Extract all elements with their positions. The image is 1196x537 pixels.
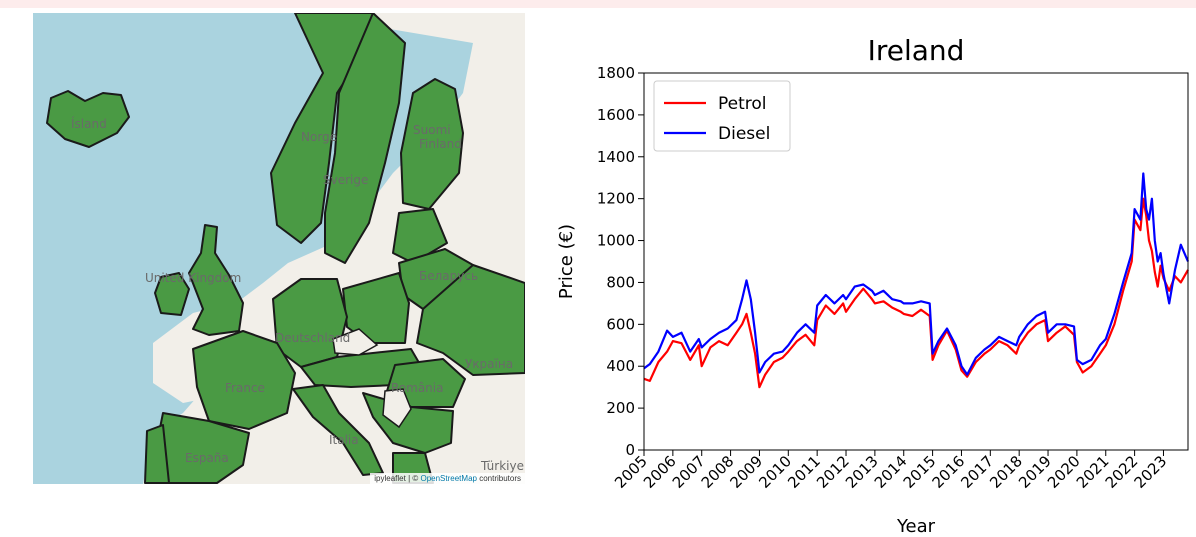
legend-label-petrol: Petrol	[718, 94, 767, 114]
x-tick-label-0: 2005	[611, 452, 651, 492]
x-tick-label-7: 2012	[813, 452, 853, 492]
x-tick-label-8: 2013	[842, 452, 882, 492]
chart-title: Ireland	[868, 34, 965, 67]
y-tick-label-6: 1200	[597, 190, 635, 208]
x-tick-label-17: 2022	[1102, 452, 1142, 492]
x-tick-label-18: 2023	[1131, 452, 1171, 492]
country-portugal	[144, 424, 170, 484]
x-tick-label-4: 2009	[727, 452, 767, 492]
country-poland	[342, 272, 410, 344]
x-tick-label-5: 2010	[755, 452, 795, 492]
country-ireland	[154, 272, 190, 316]
x-tick-label-10: 2015	[900, 452, 940, 492]
x-tick-label-13: 2018	[986, 452, 1026, 492]
plot-frame	[643, 72, 1189, 451]
country-uk	[188, 224, 244, 336]
x-tick-label-6: 2011	[784, 452, 824, 492]
y-axis-label: Price (€)	[556, 224, 577, 299]
y-tick-label-5: 1000	[597, 232, 635, 250]
country-france	[192, 330, 296, 430]
y-tick-label-9: 1800	[597, 64, 635, 82]
series-line-petrol	[643, 197, 1189, 389]
country-ukraine	[416, 264, 525, 376]
map-canvas[interactable]	[33, 13, 525, 484]
attribution-prefix: ipyleaflet | ©	[374, 474, 421, 483]
fuel-price-chart: Ireland 0 200 400 600 800 1000 1200 1400 1600 1800…	[540, 22, 1196, 537]
x-tick-label-16: 2021	[1073, 452, 1113, 492]
x-tick-label-14: 2019	[1015, 452, 1055, 492]
x-tick-label-12: 2017	[957, 452, 997, 492]
y-tick-label-2: 400	[606, 357, 635, 375]
country-serbia-unshaded	[382, 388, 412, 429]
country-iceland	[46, 90, 130, 148]
x-tick-label-3: 2008	[698, 452, 738, 492]
y-tick-label-7: 1400	[597, 148, 635, 166]
series-line-diesel	[643, 172, 1190, 376]
country-czechia-unshaded	[332, 328, 379, 356]
y-tick-label-4: 800	[606, 273, 635, 291]
x-axis-label: Year	[896, 516, 936, 537]
map-attribution: ipyleaflet | © OpenStreetMap contributor…	[370, 473, 525, 484]
x-tick-label-15: 2020	[1044, 452, 1084, 492]
country-sweden	[324, 13, 406, 264]
europe-map[interactable]: Ísland Norge Suomi Finland Sverige United Kin…	[33, 13, 525, 484]
notebook-output-bar	[0, 0, 1196, 8]
y-tick-label-3: 600	[606, 315, 635, 333]
x-tick-label-1: 2006	[640, 452, 680, 492]
y-tick-label-8: 1600	[597, 106, 635, 124]
x-tick-label-2: 2007	[669, 452, 709, 492]
attribution-suffix: contributors	[476, 474, 521, 483]
y-tick-label-1: 200	[606, 399, 635, 417]
y-tick-label-0: 0	[625, 441, 635, 459]
legend-label-diesel: Diesel	[718, 124, 770, 144]
chart-svg: Ireland 0 200 400 600 800 1000 1200 1400 1600 1800…	[556, 34, 1190, 537]
x-tick-label-11: 2016	[929, 452, 969, 492]
osm-link[interactable]: OpenStreetMap	[420, 474, 477, 483]
x-tick-label-9: 2014	[871, 452, 911, 492]
country-finland	[400, 78, 464, 210]
